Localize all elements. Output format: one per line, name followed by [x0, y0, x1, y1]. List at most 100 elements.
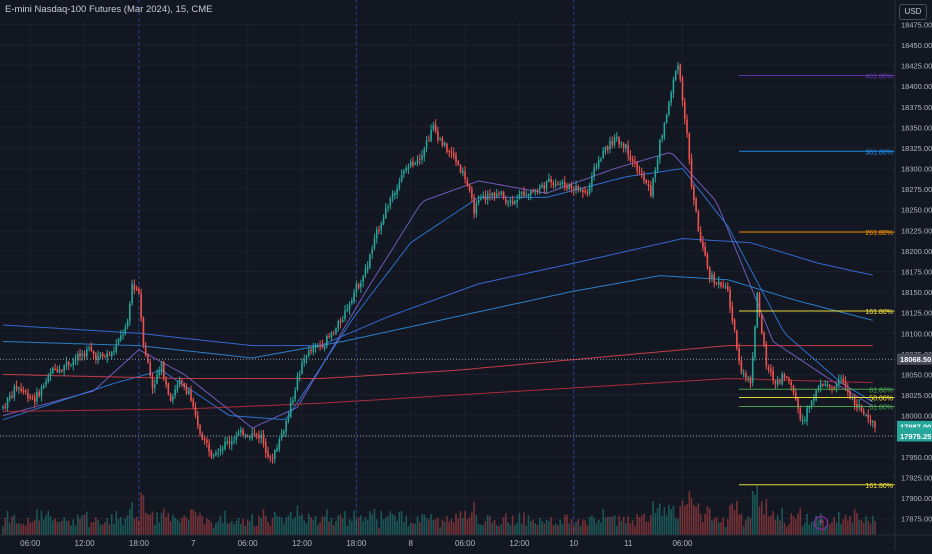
candle [550, 178, 552, 183]
candle [683, 102, 686, 119]
y-tick-label: 18475.00 [901, 20, 932, 29]
candle [151, 376, 154, 389]
volume-bar [609, 516, 611, 535]
volume-bar [858, 519, 860, 535]
candle [720, 282, 722, 287]
candle [76, 354, 79, 360]
symbol-title[interactable]: E-mini Nasdaq-100 Futures (Mar 2024), 15… [5, 4, 213, 15]
volume-bar [776, 515, 779, 535]
candle [570, 185, 573, 189]
volume-bar [797, 513, 799, 535]
candle [18, 387, 20, 390]
candle [557, 183, 559, 185]
candle [602, 150, 605, 159]
volume-bar [20, 524, 22, 535]
candle [124, 327, 127, 335]
volume-bar [557, 525, 559, 535]
candle [693, 186, 695, 201]
volume-bar [638, 517, 641, 535]
volume-bar [391, 513, 394, 535]
volume-bar [83, 514, 86, 535]
fib-level-label: 61.80% [869, 405, 893, 412]
volume-bar [461, 518, 464, 535]
candle [539, 186, 541, 190]
volume-bar [706, 505, 709, 535]
volume-bar [616, 525, 618, 535]
volume-bar [466, 519, 469, 535]
currency-button[interactable]: USD [899, 4, 927, 20]
volume-bar [181, 518, 183, 535]
candle [813, 398, 815, 401]
volume-bar [312, 519, 315, 535]
volume-bar [99, 524, 102, 535]
volume-bar [441, 520, 444, 535]
volume-bar [806, 513, 808, 535]
volume-bar [471, 512, 473, 535]
candle [52, 367, 54, 373]
volume-bar [801, 526, 804, 535]
candle [221, 448, 224, 450]
volume-bar [233, 524, 235, 535]
volume-bar [563, 514, 566, 535]
candle [457, 161, 460, 165]
candle [138, 288, 140, 294]
y-tick-label: 18175.00 [901, 268, 932, 277]
candle [575, 186, 577, 191]
volume-bar [362, 521, 364, 535]
volume-bar [122, 525, 124, 535]
candle [835, 384, 838, 389]
candle [312, 346, 315, 352]
candle [511, 201, 514, 204]
candle [505, 199, 507, 203]
volume-bar [95, 517, 97, 535]
candle [677, 65, 679, 71]
volume-bar [258, 515, 260, 535]
volume-bar [18, 522, 20, 535]
candle [389, 198, 392, 206]
candle [167, 383, 170, 395]
volume-bar [90, 522, 93, 535]
volume-bar [373, 508, 376, 535]
candle [131, 283, 133, 304]
candle [672, 79, 675, 93]
volume-bar [756, 485, 759, 535]
volume-bar [326, 509, 328, 535]
volume-bar [423, 514, 426, 535]
candle [727, 285, 729, 291]
volume-bar [450, 519, 453, 535]
volume-bar [199, 512, 201, 535]
candle [260, 434, 263, 439]
candle [237, 433, 240, 436]
moving-average-line [2, 238, 873, 347]
candle [733, 319, 736, 330]
lightning-icon[interactable]: ⚡ [814, 516, 828, 530]
candle [321, 345, 324, 348]
volume-bar [582, 519, 584, 535]
volume-bar [153, 524, 156, 535]
volume-bar [833, 517, 836, 535]
fib-level-label: 61.80% [869, 387, 893, 394]
volume-bar [126, 515, 129, 535]
volume-bar [751, 490, 754, 535]
candle [862, 411, 865, 415]
dotted-price-lines [0, 358, 895, 437]
candle [387, 206, 389, 208]
candle [375, 229, 378, 239]
volume-bar [455, 513, 457, 535]
volume-bar [140, 492, 142, 535]
volume-bar [29, 522, 31, 535]
candle [529, 191, 532, 196]
y-tick-label: 18375.00 [901, 103, 932, 112]
volume-bar [317, 524, 319, 535]
candle [853, 396, 856, 406]
candle [514, 201, 516, 204]
candle [588, 185, 591, 194]
volume-bar [645, 521, 648, 535]
candle [765, 344, 768, 367]
candle [160, 362, 163, 371]
candle [794, 392, 797, 400]
candle [335, 328, 337, 334]
